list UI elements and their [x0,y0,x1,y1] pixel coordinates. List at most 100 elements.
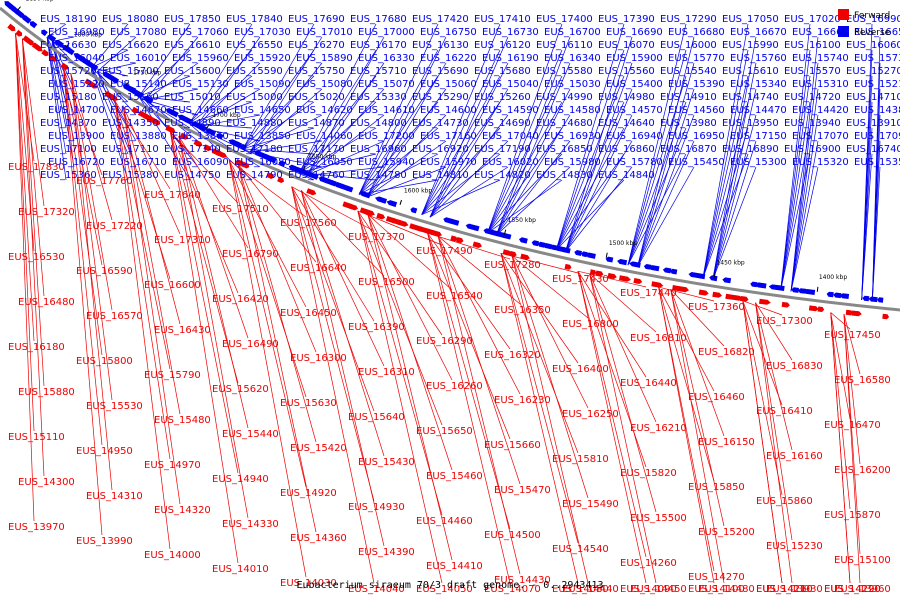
gene-label[interactable]: EUS_16450 [280,308,337,319]
gene-label[interactable]: EUS_15420 [290,443,347,454]
gene-label[interactable]: EUS_17110 [102,144,159,155]
gene-label[interactable]: EUS_15900 [606,53,663,64]
gene-label[interactable]: EUS_16200 [834,465,891,476]
gene-label[interactable]: EUS_16270 [288,40,345,51]
gene-label[interactable]: EUS_14070 [484,584,541,595]
gene-label[interactable]: EUS_17490 [416,246,473,257]
gene-label[interactable]: EUS_16300 [290,353,347,364]
gene-label[interactable]: EUS_17100 [40,144,97,155]
gene-label[interactable]: EUS_15430 [358,457,415,468]
gene-label[interactable]: EUS_14410 [426,561,483,572]
gene-label[interactable]: EUS_14700 [48,105,105,116]
gene-label[interactable]: EUS_16550 [226,40,283,51]
gene-label[interactable]: EUS_14880 [226,118,283,129]
gene-label[interactable]: EUS_14080 [552,584,609,595]
gene-label[interactable]: EUS_16190 [482,53,539,64]
gene-label[interactable]: EUS_17150 [730,131,787,142]
gene-label[interactable]: EUS_14110 [756,584,813,595]
gene-label[interactable]: EUS_17020 [784,14,841,25]
gene-label[interactable]: EUS_14260 [620,558,677,569]
gene-label[interactable]: EUS_17190 [474,144,531,155]
gene-label[interactable]: EUS_16790 [222,249,279,260]
gene-label[interactable]: EUS_15320 [792,157,849,168]
gene-label[interactable]: EUS_15970 [420,157,477,168]
gene-label[interactable]: EUS_15130 [172,79,229,90]
gene-label[interactable]: EUS_16750 [420,27,477,38]
gene-label[interactable]: EUS_17140 [164,144,221,155]
gene-label[interactable]: EUS_14950 [76,446,133,457]
gene-label[interactable]: EUS_14620 [296,105,353,116]
gene-label[interactable]: EUS_16350 [494,305,551,316]
gene-label[interactable]: EUS_15070 [358,79,415,90]
gene-label[interactable]: EUS_14030 [280,578,337,589]
gene-label[interactable]: EUS_14930 [348,502,405,513]
gene-label[interactable]: EUS_13960 [834,584,891,595]
gene-label[interactable]: EUS_15860 [756,496,813,507]
gene-label[interactable]: EUS_16850 [536,144,593,155]
gene-label[interactable]: EUS_16730 [482,27,539,38]
gene-label[interactable]: EUS_14270 [688,572,745,583]
gene-label[interactable]: EUS_16570 [86,311,143,322]
gene-label[interactable]: EUS_16530 [8,252,65,263]
gene-label[interactable]: EUS_14940 [212,474,269,485]
gene-label[interactable]: EUS_15330 [350,92,407,103]
gene-label[interactable]: EUS_14480 [698,584,755,595]
gene-label[interactable]: EUS_14380 [854,105,900,116]
gene-label[interactable]: EUS_14640 [598,118,655,129]
gene-label[interactable]: EUS_17320 [18,207,75,218]
gene-label[interactable]: EUS_17070 [792,131,849,142]
gene-label[interactable]: EUS_17510 [212,204,269,215]
gene-label[interactable]: EUS_14740 [722,92,779,103]
gene-label[interactable]: EUS_16100 [784,40,841,51]
gene-label[interactable]: EUS_16400 [552,364,609,375]
gene-label[interactable]: EUS_14100 [688,584,745,595]
gene-label[interactable]: EUS_16390 [348,322,405,333]
gene-label[interactable]: EUS_16940 [606,131,663,142]
gene-label[interactable]: EUS_17690 [288,14,345,25]
gene-label[interactable]: EUS_13950 [722,118,779,129]
gene-label[interactable]: EUS_14680 [536,118,593,129]
gene-label[interactable]: EUS_16470 [824,420,881,431]
gene-label[interactable]: EUS_17430 [552,274,609,285]
gene-label[interactable]: EUS_13970 [8,522,65,533]
gene-label[interactable]: EUS_14580 [544,105,601,116]
gene-label[interactable]: EUS_17830 [8,162,65,173]
gene-label[interactable]: EUS_16250 [562,409,619,420]
gene-label[interactable]: EUS_15450 [668,157,725,168]
gene-label[interactable]: EUS_15620 [212,384,269,395]
gene-label[interactable]: EUS_15340 [730,79,787,90]
gene-label[interactable]: EUS_15730 [854,53,900,64]
gene-label[interactable]: EUS_14040 [348,584,405,595]
gene-label[interactable]: EUS_17200 [358,131,415,142]
gene-label[interactable]: EUS_18190 [40,14,97,25]
gene-label[interactable]: EUS_13850 [234,131,291,142]
gene-label[interactable]: EUS_16220 [420,53,477,64]
gene-label[interactable]: EUS_14570 [606,105,663,116]
gene-label[interactable]: EUS_17360 [688,302,745,313]
gene-label[interactable]: EUS_14840 [598,170,655,181]
gene-label[interactable]: EUS_16660 [792,27,849,38]
gene-label[interactable]: EUS_16000 [660,40,717,51]
gene-label[interactable]: EUS_16130 [412,40,469,51]
gene-label[interactable]: EUS_17840 [226,14,283,25]
gene-label[interactable]: EUS_14830 [536,170,593,181]
gene-label[interactable]: EUS_17040 [482,131,539,142]
gene-label[interactable]: EUS_16420 [212,294,269,305]
gene-label[interactable]: EUS_17090 [854,131,900,142]
gene-label[interactable]: EUS_16980 [48,27,105,38]
gene-label[interactable]: EUS_16500 [358,277,415,288]
gene-label[interactable]: EUS_15360 [40,170,97,181]
gene-label[interactable]: EUS_16950 [668,131,725,142]
gene-label[interactable]: EUS_15010 [164,92,221,103]
gene-label[interactable]: EUS_14350 [102,118,159,129]
gene-label[interactable]: EUS_15630 [280,398,337,409]
gene-label[interactable]: EUS_17000 [358,27,415,38]
gene-label[interactable]: EUS_14300 [18,477,75,488]
gene-label[interactable]: EUS_16310 [358,367,415,378]
gene-label[interactable]: EUS_16110 [536,40,593,51]
gene-label[interactable]: EUS_15210 [854,79,900,90]
gene-label[interactable]: EUS_16630 [40,40,97,51]
gene-label[interactable]: EUS_15110 [8,432,65,443]
gene-label[interactable]: EUS_15640 [348,412,405,423]
gene-label[interactable]: EUS_14660 [172,105,229,116]
